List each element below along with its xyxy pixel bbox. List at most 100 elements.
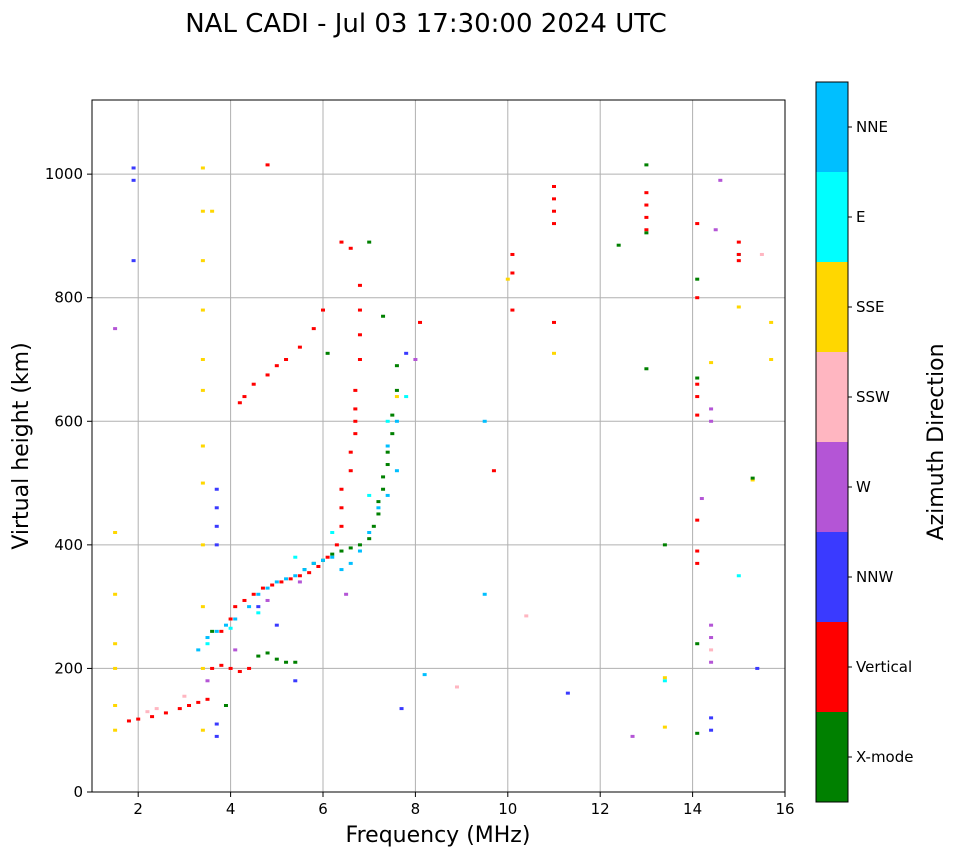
x-axis-ticks: 2 4 6 8 10 12 14 16	[133, 792, 795, 818]
y-tick-label: 800	[54, 289, 83, 307]
echo-point-sse	[769, 320, 774, 324]
echo-point-vertical	[353, 388, 358, 392]
echo-point-vertical	[695, 395, 700, 399]
echo-point-ssw	[182, 694, 187, 698]
plot-background	[92, 100, 785, 792]
echo-point-nnw	[399, 707, 404, 711]
colorbar: X-mode Vertical NNW W SSW SSE E NNE	[815, 81, 913, 803]
echo-point-nnw	[565, 691, 570, 695]
echo-point-nnw	[256, 605, 261, 609]
echo-point-sse	[113, 704, 118, 707]
echo-point-vertical	[279, 580, 284, 584]
echo-point-vertical	[228, 666, 233, 670]
echo-point-vertical	[510, 252, 515, 256]
echo-point-xmode	[367, 537, 372, 541]
echo-point-vertical	[644, 191, 649, 195]
echo-point-sse	[200, 209, 205, 213]
echo-point-nne	[385, 493, 390, 497]
echo-point-ssw	[454, 685, 459, 689]
echo-point-nnw	[214, 524, 219, 528]
y-axis-ticks: 0 200 400 600 800 1000	[45, 165, 92, 801]
echo-point-vertical	[187, 704, 192, 707]
echo-point-vertical	[242, 395, 247, 399]
echo-point-vertical	[274, 364, 279, 368]
y-tick-label: 0	[73, 783, 83, 801]
echo-point-vertical	[552, 320, 556, 324]
echo-point-sse	[200, 481, 205, 485]
y-tick-label: 400	[54, 536, 83, 554]
echo-point-vertical	[265, 373, 270, 377]
echo-point-w	[413, 358, 418, 361]
echo-point-w	[265, 598, 270, 602]
echo-point-xmode	[376, 512, 381, 516]
y-tick-label: 200	[54, 659, 83, 677]
echo-point-sse	[200, 444, 205, 448]
colorbar-label: E	[856, 208, 865, 226]
echo-point-xmode	[371, 524, 376, 528]
echo-point-xmode	[695, 731, 700, 735]
echo-point-vertical	[357, 358, 362, 361]
x-tick-label: 12	[591, 800, 610, 818]
echo-point-xmode	[394, 364, 399, 368]
echo-point-vertical	[339, 524, 344, 528]
echo-point-vertical	[348, 469, 353, 473]
echo-point-vertical	[357, 308, 362, 312]
echo-point-e	[736, 574, 741, 578]
echo-point-ssw	[709, 648, 714, 652]
x-tick-label: 16	[775, 800, 794, 818]
echo-point-vertical	[196, 700, 201, 704]
echo-point-sse	[200, 259, 205, 263]
echo-point-nnw	[709, 716, 714, 720]
echo-point-w	[713, 228, 718, 232]
echo-point-nne	[367, 531, 372, 534]
echo-point-ssw	[154, 707, 159, 711]
echo-point-vertical	[325, 555, 330, 559]
y-axis-label: Virtual height (km)	[9, 342, 34, 549]
echo-point-w	[233, 648, 238, 652]
echo-point-vertical	[251, 382, 256, 386]
echo-point-vertical	[552, 185, 556, 188]
plot-area: 2 4 6 8 10 12 14 16 0 200 400 600 800 1000	[45, 99, 795, 818]
echo-point-sse	[769, 358, 774, 361]
echo-point-sse	[200, 543, 205, 547]
echo-point-e	[205, 642, 210, 646]
echo-point-nne	[311, 561, 316, 565]
echo-point-sse	[394, 395, 399, 399]
echo-point-nnw	[755, 666, 760, 670]
echo-point-w	[709, 660, 714, 664]
echo-point-xmode	[695, 376, 700, 380]
echo-point-xmode	[616, 243, 621, 247]
echo-point-vertical	[247, 666, 252, 670]
colorbar-segment	[816, 262, 848, 352]
echo-point-nne	[385, 444, 390, 448]
echo-point-ssw	[145, 710, 150, 714]
colorbar-title: Azimuth Direction	[924, 343, 949, 540]
echo-point-w	[709, 419, 714, 423]
echo-point-e	[367, 493, 372, 497]
echo-point-nne	[321, 558, 325, 562]
echo-point-ssw	[759, 252, 764, 256]
x-tick-label: 4	[226, 800, 236, 818]
x-tick-label: 6	[318, 800, 328, 818]
echo-point-vertical	[284, 358, 289, 361]
echo-point-vertical	[339, 506, 344, 510]
echo-point-nne	[339, 568, 344, 572]
echo-point-sse	[113, 642, 118, 646]
echo-point-w	[113, 327, 118, 331]
echo-point-nne	[357, 549, 362, 553]
echo-point-nne	[205, 636, 210, 640]
echo-point-w	[205, 679, 210, 683]
echo-point-xmode	[330, 552, 335, 556]
echo-point-nne	[330, 555, 335, 559]
echo-point-sse	[709, 361, 714, 365]
echo-point-e	[404, 395, 409, 399]
echo-point-vertical	[205, 697, 210, 701]
echo-point-vertical	[334, 543, 339, 547]
echo-point-sse	[736, 305, 741, 309]
echo-point-vertical	[644, 203, 649, 207]
echo-point-nne	[265, 586, 270, 590]
echo-point-nne	[274, 580, 279, 584]
echo-point-xmode	[750, 476, 755, 480]
echo-point-sse	[210, 209, 215, 213]
echo-point-xmode	[223, 704, 228, 707]
